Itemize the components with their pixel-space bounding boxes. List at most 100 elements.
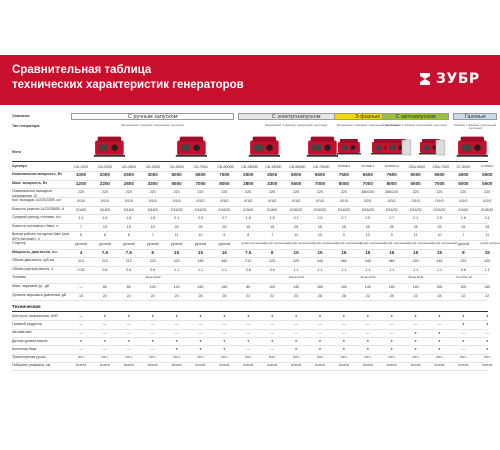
cell-value: 223 [269,259,276,264]
feature-mark: 80х55х58 [171,364,182,367]
feature-mark: 80х55х58 [315,364,325,367]
feature-mark: ● [390,314,393,319]
feature-mark: ● [295,339,298,343]
cell-value: 1.4 [78,216,84,221]
feature-mark: — [246,330,251,335]
feature-mark: ● [318,339,322,343]
feature-mark: ● [438,339,441,343]
row-label: Артикул [12,163,27,168]
cell-value: 0/3/1 [387,198,396,203]
cell-value: ручной, электрический [313,242,338,245]
cell-value: 7000 [195,180,206,186]
feature-mark: ● [295,347,298,352]
feature-mark: НКР-1 [460,356,467,359]
feature-label: Автоматика [12,330,32,335]
cell-value: 16 [389,249,395,255]
cell-value: ручной, электрический [265,242,290,245]
cell-value: 25 [413,224,418,229]
cell-value: 1.1 [293,267,299,272]
cell-value: Бензин АИ-92 [360,277,376,280]
cell-value: 0/1/0 [292,198,301,203]
cell-value: 28 [318,293,322,298]
cell-value: СБ-8000Е-3А [384,165,399,168]
cell-value: 22 [246,293,251,298]
cell-value: СБ-3300 [145,164,160,169]
cell-value: 1.6 [102,216,108,221]
cell-value: 8 [462,249,465,255]
cell-value: 100 [460,284,467,289]
cell-value: 0/16/0 [267,207,278,212]
cell-value: — [79,284,83,289]
cell-value: 460 [221,259,228,264]
cell-value: 220 [149,190,156,195]
cell-value: 0/1/0 [459,198,468,203]
cell-value: 0.6 [269,267,275,272]
feature-mark: — [79,330,83,335]
cell-value: 10 [437,233,442,238]
cell-value: 15 [197,249,204,255]
cell-value: СГ-5000 [456,164,471,169]
cell-value: 1.1 [484,267,490,272]
cell-value: 25 [437,224,442,229]
cell-value: 212 [101,259,108,264]
feature-mark: — [318,330,322,335]
cell-value: ручной [170,241,183,246]
row-label: Емкость топливного бака, л [12,223,59,228]
cell-value: 1.8 [150,216,156,221]
cell-value: 80 [246,284,251,289]
cell-value: 3300 [267,180,278,186]
cell-value: 10 [365,233,370,238]
group-type-text: Бензиновый, 1-фазный, синхронный, щеточн… [265,123,328,127]
page-title-line2: технических характеристик генераторов [12,79,244,91]
cell-value: 0/1/0 [124,198,133,203]
cell-value: 160 [340,284,347,289]
cell-value: 0/16/32 [385,207,398,212]
row-label-type: Тип генератора [12,124,40,128]
cell-value: СБ-5500Е [289,164,306,169]
cell-value: 0/16/32 [314,207,326,212]
feature-mark: 80х55х58 [76,364,86,367]
cell-value: 25 [365,224,370,229]
table-divider [12,161,488,162]
cell-value: 1.1 [198,267,203,272]
cell-value: 8000 [219,180,230,186]
cell-value: 0/16/0 [123,207,134,212]
cell-value: 2500 [243,172,254,178]
cell-value: 0/1/0 [411,198,420,203]
cell-value: 9 [342,233,345,238]
cell-value: 15 [246,224,251,229]
feature-label: Датчик уровня масла [12,338,48,343]
cell-value: ручной, электрический [480,242,500,245]
feature-mark: ● [318,314,322,319]
cell-value: 15 [150,224,155,229]
cell-value: 7 [271,233,274,238]
cell-value: СБ-2800Е [241,164,258,169]
cell-value: 0/16/0 [147,207,158,212]
cell-value: 0/1/0 [483,198,492,203]
feature-mark: — [174,330,179,335]
cell-value: 15 [436,249,443,255]
cell-value: 25 [198,224,203,229]
cell-value: 22 [102,293,107,298]
feature-mark: — [485,330,490,335]
feature-mark: НКР-2 [388,356,395,359]
feature-mark: 80х55х58 [195,364,206,367]
feature-mark: — [127,322,131,327]
group-header: С ручным запуском [71,113,235,120]
cell-value: 15 [413,249,419,255]
cell-value: 223 [149,259,156,264]
feature-mark: ● [342,339,345,343]
feature-mark: ● [342,347,345,352]
cell-value: 2000 [99,172,110,178]
cell-value: 1.1 [413,267,419,272]
cell-value: 2.1 [174,216,180,221]
cell-value: 7.5 [245,249,252,255]
feature-mark: ● [414,347,417,352]
feature-mark: ● [390,347,393,352]
feature-mark: — [79,347,83,352]
cell-value: 0/1/0 [196,198,205,203]
feature-mark: ● [486,339,489,343]
feature-mark: ● [486,322,489,327]
cell-value: 212 [125,259,132,264]
feature-mark: ● [295,314,298,319]
